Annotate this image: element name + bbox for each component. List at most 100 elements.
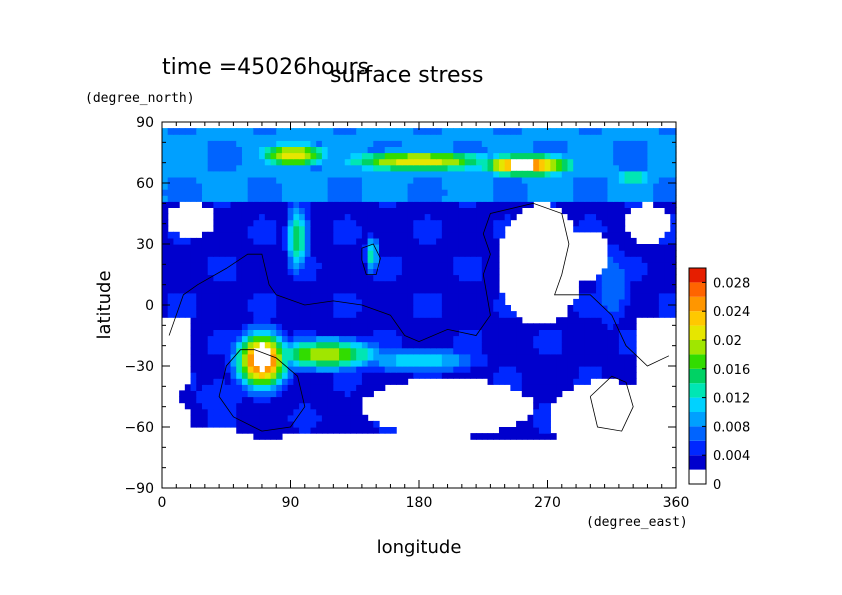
heatmap-cell [504,335,511,343]
heatmap-cell [390,372,397,379]
heatmap-cell [213,140,220,147]
heatmap-cell [241,231,249,239]
heatmap-cell [344,286,352,294]
heatmap-cell [327,213,334,221]
heatmap-cell [350,372,357,379]
heatmap-cell [401,231,409,239]
heatmap-cell [281,201,289,208]
heatmap-cell [561,378,569,385]
heatmap-cell [356,280,363,288]
heatmap-cell [373,152,380,160]
heatmap-cell [424,158,432,166]
heatmap-cell [653,262,660,269]
heatmap-cell [247,359,254,367]
heatmap-cell [213,158,220,166]
heatmap-cell [276,170,283,178]
heatmap-cell [310,408,317,416]
heatmap-cell [259,323,266,330]
heatmap-cell [641,140,649,147]
heatmap-cell [379,317,386,324]
heatmap-cell [287,414,294,422]
heatmap-cell [281,286,289,294]
heatmap-cell [339,219,346,227]
heatmap-cell [356,384,363,391]
heatmap-cell [270,408,277,416]
heatmap-cell [281,128,289,135]
heatmap-cell [207,366,214,373]
heatmap-cell [219,280,226,288]
heatmap-cell [533,170,540,178]
heatmap-cell [201,298,209,306]
heatmap-cell [179,183,186,190]
heatmap-cell [441,372,449,379]
heatmap-cell [253,396,260,404]
heatmap-cell [327,256,334,263]
heatmap-cell [601,231,609,239]
heatmap-cell [167,292,175,300]
heatmap-cell [424,372,432,379]
heatmap-cell [384,225,392,233]
heatmap-cell [259,427,266,434]
heatmap-cell [207,231,214,239]
heatmap-cell [327,176,334,184]
heatmap-cell [436,311,443,318]
heatmap-cell [379,323,386,330]
heatmap-cell [167,256,175,263]
heatmap-cell [596,341,603,349]
heatmap-cell [413,280,420,288]
heatmap-cell [413,298,420,306]
heatmap-cell [316,420,323,428]
heatmap-cell [624,195,631,202]
heatmap-cell [578,195,586,202]
heatmap-cell [510,378,517,385]
heatmap-cell [516,189,523,196]
heatmap-cell [601,189,609,196]
heatmap-cell [487,158,494,166]
heatmap-cell [476,140,483,147]
heatmap-cell [219,366,226,373]
heatmap-cell [184,305,192,312]
heatmap-cell [538,176,546,184]
heatmap-cell [276,164,283,172]
heatmap-cell [613,140,620,147]
heatmap-cell [350,359,357,367]
heatmap-cell [493,237,500,245]
heatmap-cell [379,244,386,251]
heatmap-cell [201,195,209,202]
heatmap-cell [487,366,494,373]
heatmap-cell [538,420,546,428]
heatmap-cell [327,384,334,391]
heatmap-cell [453,195,460,202]
heatmap-cell [179,298,186,306]
heatmap-cell [670,305,677,312]
heatmap-cell [470,219,477,227]
heatmap-cell [339,384,346,391]
heatmap-cell [276,219,283,227]
heatmap-cell [470,237,477,245]
heatmap-cell [361,128,369,135]
heatmap-cell [270,250,277,257]
heatmap-cell [373,140,380,147]
heatmap-cell [521,359,529,367]
heatmap-cell [653,311,660,318]
heatmap-cell [173,170,180,178]
heatmap-cell [327,341,334,349]
heatmap-cell [624,317,631,324]
heatmap-cell [356,146,363,154]
heatmap-cell [487,323,494,330]
heatmap-cell [247,158,254,166]
heatmap-cell [356,378,363,385]
heatmap-cell [287,176,294,184]
heatmap-cell [664,262,671,269]
heatmap-cell [321,213,329,221]
heatmap-cell [321,372,329,379]
heatmap-cell [607,152,614,160]
heatmap-cell [356,341,363,349]
heatmap-cell [361,225,369,233]
heatmap-cell [333,366,340,373]
heatmap-cell [430,335,437,343]
heatmap-cell [276,134,283,141]
heatmap-cell [516,341,523,349]
heatmap-cell [247,170,254,178]
heatmap-cell [236,408,243,416]
